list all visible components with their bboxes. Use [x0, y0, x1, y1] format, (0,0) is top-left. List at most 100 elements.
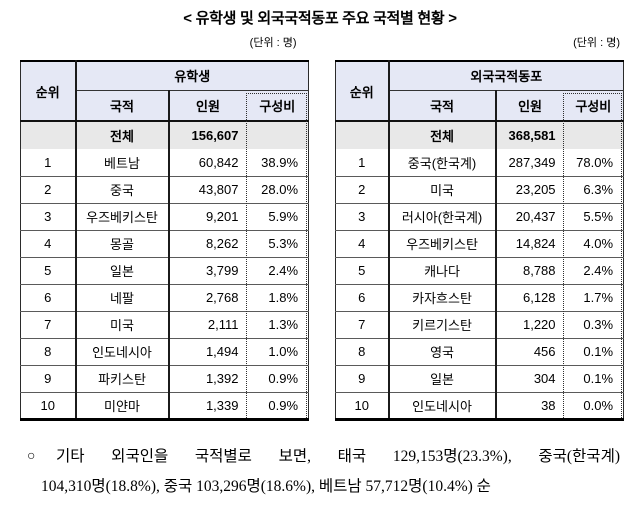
rank-cell: 6	[20, 284, 77, 312]
table-row: 6 네팔 2,768 1.8%	[20, 284, 309, 312]
country-cell: 미국	[75, 311, 170, 339]
rank-cell: 5	[335, 257, 390, 285]
students-table-wrapper: 순위 유학생 국적 인원 구성비 전체 156,607 1	[20, 60, 310, 421]
count-cell: 1,339	[205, 397, 239, 413]
rank-cell: 4	[20, 230, 77, 258]
total-count-cell: 156,607	[191, 128, 239, 143]
table-row: 1 베트남 60,842 38.9%	[20, 149, 309, 177]
ratio-cell: 0.9%	[268, 397, 299, 413]
country-cell: 영국	[388, 338, 497, 366]
circle-bullet-icon: ○	[27, 448, 36, 464]
rank-cell: 8	[20, 338, 77, 366]
ratio-cell: 78.0%	[563, 149, 624, 177]
count-cell: 20,437	[495, 203, 564, 231]
group-header-compatriots: 외국국적동포	[388, 61, 624, 91]
column-header-count: 인원	[495, 90, 564, 122]
country-cell: 몽골	[75, 230, 170, 258]
country-cell: 일본	[75, 257, 170, 285]
compatriots-table-header: 순위 외국국적동포 국적 인원 구성비	[335, 61, 624, 122]
table-row: 10 인도네시아 38 0.0%	[335, 392, 624, 419]
ratio-cell: 2.4%	[563, 257, 624, 285]
total-row: 전체 368,581	[335, 121, 624, 149]
total-row: 전체 156,607	[20, 121, 309, 149]
count-cell: 23,205	[495, 176, 564, 204]
total-label-cell: 전체	[388, 121, 497, 149]
count-cell: 2,111	[168, 311, 247, 339]
ratio-cell: 0.1%	[563, 338, 624, 366]
footnote-line-1: ○ 기타 외국인을 국적별로 보면, 태국 129,153명(23.3%), 중…	[27, 442, 620, 472]
students-table-body: 1 베트남 60,842 38.9% 2 중국 43,807 28.0% 3 우…	[20, 149, 309, 419]
rank-cell: 1	[20, 149, 77, 177]
total-ratio-cell	[247, 121, 309, 149]
country-cell: 미국	[388, 176, 497, 204]
table-row: 10 미얀마 1,339 0.9%	[20, 392, 309, 419]
rank-cell: 7	[335, 311, 390, 339]
rank-cell: 7	[20, 311, 77, 339]
total-ratio-cell	[564, 121, 624, 149]
column-header-rank: 순위	[335, 61, 390, 122]
country-cell: 중국	[75, 176, 170, 204]
unit-labels-row: (단위 : 명) (단위 : 명)	[20, 34, 620, 50]
footnote-text-line-2: 104,310명(18.8%), 중국 103,296명(18.6%), 베트남…	[41, 477, 491, 495]
table-row: 9 일본 304 0.1%	[335, 365, 624, 393]
count-cell: 43,807	[168, 176, 247, 204]
table-row: 5 캐나다 8,788 2.4%	[335, 257, 624, 285]
ratio-cell: 1.0%	[246, 338, 309, 366]
table-row: 4 우즈베키스탄 14,824 4.0%	[335, 230, 624, 258]
country-cell: 중국(한국계)	[388, 149, 497, 177]
students-table-header: 순위 유학생 국적 인원 구성비	[20, 61, 309, 122]
rank-cell: 9	[20, 365, 77, 393]
footnote: ○ 기타 외국인을 국적별로 보면, 태국 129,153명(23.3%), 중…	[27, 442, 620, 502]
students-table: 순위 유학생 국적 인원 구성비 전체 156,607 1	[20, 60, 310, 421]
ratio-cell: 0.0%	[583, 397, 614, 413]
country-cell: 키르기스탄	[388, 311, 497, 339]
country-cell: 네팔	[75, 284, 170, 312]
country-cell: 인도네시아	[388, 392, 497, 419]
table-row: 2 중국 43,807 28.0%	[20, 176, 309, 204]
table-row: 1 중국(한국계) 287,349 78.0%	[335, 149, 624, 177]
ratio-cell: 28.0%	[246, 176, 309, 204]
rank-cell: 1	[335, 149, 390, 177]
compatriots-table-wrapper: 순위 외국국적동포 국적 인원 구성비 전체 368,581 1	[335, 60, 625, 421]
country-cell: 일본	[388, 365, 497, 393]
table-row: 4 몽골 8,262 5.3%	[20, 230, 309, 258]
rank-cell: 5	[20, 257, 77, 285]
ratio-cell: 2.4%	[246, 257, 309, 285]
count-cell: 2,768	[168, 284, 247, 312]
unit-label-right: (단위 : 명)	[573, 37, 620, 49]
country-cell: 우즈베키스탄	[75, 203, 170, 231]
ratio-cell: 5.5%	[563, 203, 624, 231]
country-cell: 카자흐스탄	[388, 284, 497, 312]
table-row: 7 미국 2,111 1.3%	[20, 311, 309, 339]
ratio-cell: 0.3%	[563, 311, 624, 339]
table-row: 9 파키스탄 1,392 0.9%	[20, 365, 309, 393]
rank-cell: 3	[335, 203, 390, 231]
count-cell: 3,799	[168, 257, 247, 285]
ratio-cell: 0.1%	[563, 365, 624, 393]
count-cell: 8,262	[168, 230, 247, 258]
unit-labels-gap	[319, 34, 344, 50]
country-cell: 캐나다	[388, 257, 497, 285]
compatriots-table: 순위 외국국적동포 국적 인원 구성비 전체 368,581 1	[335, 60, 625, 421]
rank-cell: 9	[335, 365, 390, 393]
country-cell: 러시아(한국계)	[388, 203, 497, 231]
rank-cell: 10	[20, 392, 77, 419]
column-header-ratio: 구성비	[563, 90, 624, 122]
rank-cell: 4	[335, 230, 390, 258]
table-row: 6 카자흐스탄 6,128 1.7%	[335, 284, 624, 312]
ratio-cell: 1.8%	[246, 284, 309, 312]
ratio-cell: 1.3%	[246, 311, 309, 339]
footnote-text-line-1: 기타 외국인을 국적별로 보면, 태국 129,153명(23.3%), 중국(…	[56, 447, 620, 465]
total-label-cell: 전체	[75, 121, 170, 149]
total-rank-cell	[335, 121, 390, 149]
rank-cell: 8	[335, 338, 390, 366]
count-cell: 287,349	[495, 149, 564, 177]
count-cell: 8,788	[495, 257, 564, 285]
country-cell: 인도네시아	[75, 338, 170, 366]
count-cell: 6,128	[495, 284, 564, 312]
table-row: 5 일본 3,799 2.4%	[20, 257, 309, 285]
table-row: 2 미국 23,205 6.3%	[335, 176, 624, 204]
country-cell: 우즈베키스탄	[388, 230, 497, 258]
total-count-cell: 368,581	[508, 128, 556, 143]
ratio-cell: 1.7%	[563, 284, 624, 312]
